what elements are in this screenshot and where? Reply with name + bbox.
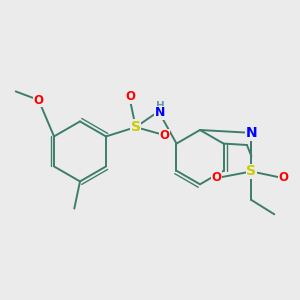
Text: O: O <box>160 129 170 142</box>
Text: O: O <box>125 90 135 103</box>
Text: O: O <box>211 171 221 184</box>
Text: N: N <box>155 106 165 119</box>
Text: N: N <box>246 126 257 140</box>
Text: H: H <box>156 101 164 111</box>
Text: S: S <box>246 164 256 178</box>
Text: O: O <box>34 94 44 106</box>
Text: O: O <box>279 171 289 184</box>
Text: S: S <box>131 120 141 134</box>
